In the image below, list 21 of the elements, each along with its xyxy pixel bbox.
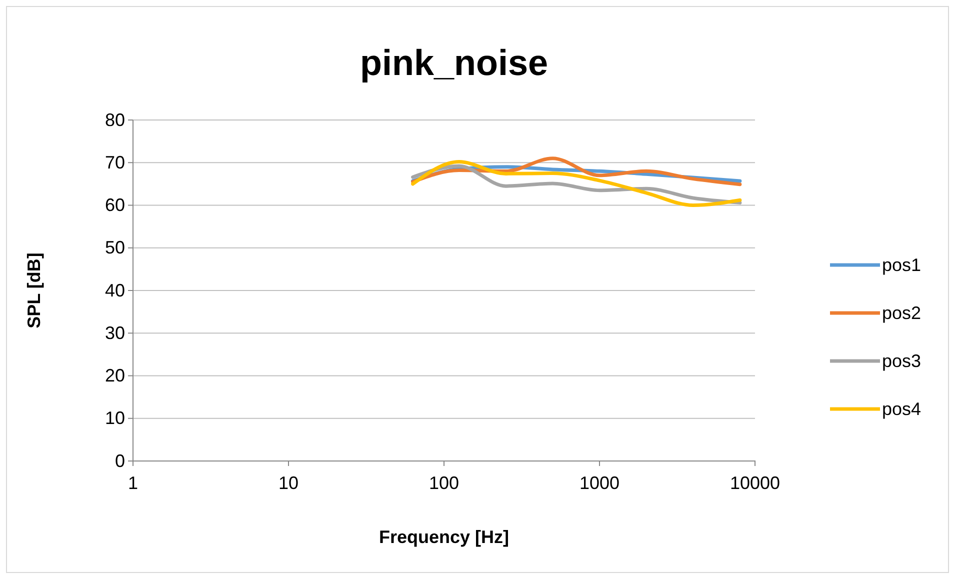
x-tick-label: 1 (128, 472, 138, 493)
legend-label: pos4 (882, 399, 922, 419)
y-tick-label: 60 (104, 195, 125, 216)
y-tick-label: 20 (104, 366, 125, 386)
y-axis-title: SPL [dB] (24, 252, 44, 328)
y-tick-label: 50 (104, 238, 125, 258)
y-tick-label: 80 (104, 110, 125, 130)
y-tick-label: 40 (104, 280, 125, 300)
x-tick-label: 10 (278, 472, 299, 493)
legend-label: pos3 (882, 351, 922, 371)
x-axis-title: Frequency [Hz] (378, 527, 510, 547)
legend-label: pos1 (882, 255, 922, 275)
legend-label: pos2 (882, 303, 922, 323)
x-tick-label: 100 (428, 472, 460, 493)
y-tick-label: 70 (104, 152, 125, 172)
y-tick-label: 0 (114, 450, 125, 471)
y-tick-label: 10 (104, 408, 125, 428)
y-tick-label: 30 (104, 322, 125, 343)
x-tick-label: 10000 (730, 472, 780, 493)
chart-title: pink_noise (360, 42, 548, 83)
x-tick-label: 1000 (579, 472, 620, 493)
